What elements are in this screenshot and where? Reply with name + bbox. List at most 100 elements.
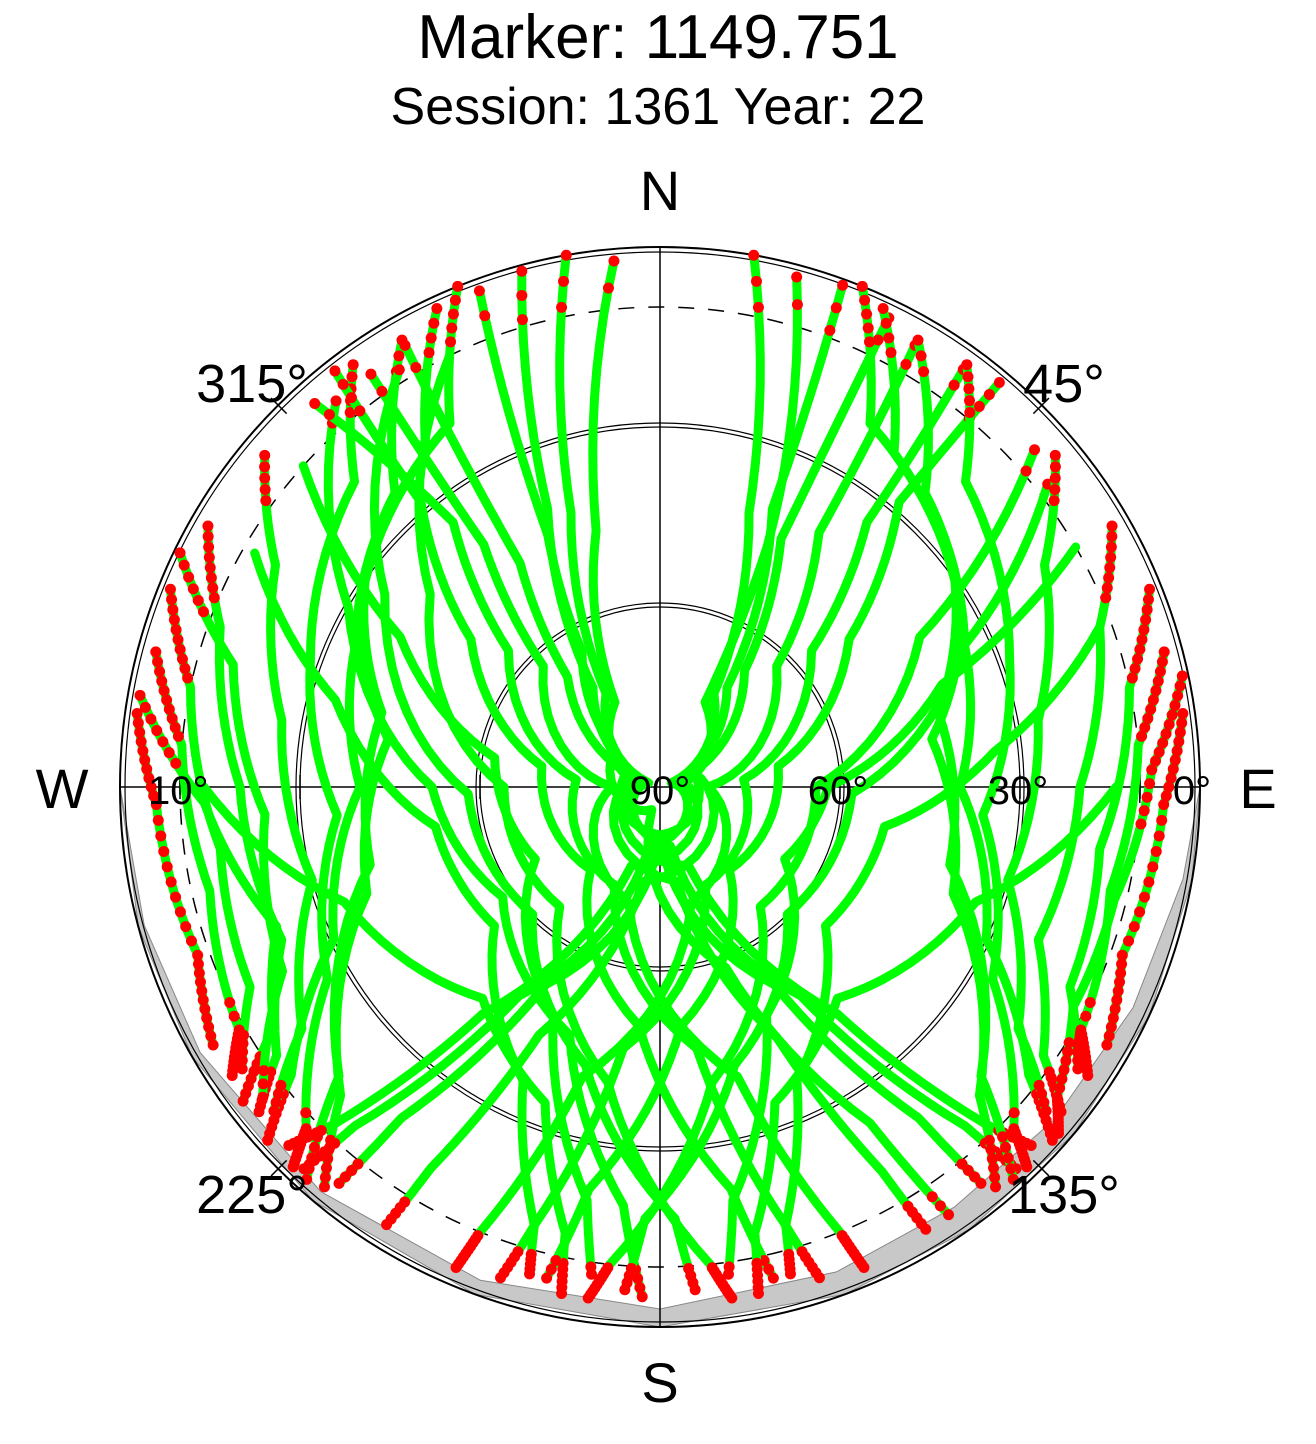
low-elevation-point: [722, 1268, 734, 1280]
low-elevation-point: [172, 730, 184, 742]
low-elevation-point: [207, 582, 219, 594]
elevation-label-60: 60°: [808, 769, 869, 813]
low-elevation-point: [202, 520, 214, 532]
low-elevation-point: [174, 906, 186, 918]
low-elevation-point: [752, 301, 764, 313]
low-elevation-point: [1153, 746, 1165, 758]
low-elevation-point: [150, 646, 162, 658]
low-elevation-point: [431, 302, 443, 314]
low-elevation-point: [1150, 845, 1162, 857]
low-elevation-point: [1029, 444, 1041, 456]
low-elevation-point: [170, 891, 182, 903]
satellite-track-11: [414, 351, 738, 1304]
low-elevation-point: [201, 1012, 213, 1024]
low-elevation-point: [767, 1272, 779, 1284]
low-elevation-point: [257, 1078, 269, 1090]
low-elevation-point: [602, 282, 614, 294]
low-elevation-point: [156, 675, 168, 687]
low-elevation-point: [1150, 755, 1162, 767]
low-elevation-point: [1104, 562, 1116, 574]
satellite-track-9: [323, 395, 648, 1303]
low-elevation-point: [791, 299, 803, 311]
low-elevation-point: [883, 332, 895, 344]
satellite-track-line: [203, 521, 287, 1117]
low-elevation-point: [139, 701, 151, 713]
low-elevation-point: [151, 725, 163, 737]
satellite-track-line: [299, 250, 765, 1174]
low-elevation-point: [961, 359, 973, 371]
low-elevation-point: [541, 1272, 553, 1284]
low-elevation-point: [1128, 921, 1140, 933]
low-elevation-point: [1176, 670, 1188, 682]
low-elevation-point: [428, 317, 440, 329]
low-elevation-point: [1138, 624, 1150, 636]
low-elevation-point: [1082, 1070, 1094, 1082]
low-elevation-point: [333, 1177, 345, 1189]
azimuth-tick-135: [1032, 1159, 1050, 1177]
satellite-track-line: [263, 335, 407, 1145]
satellite-track-46: [174, 547, 287, 1103]
low-elevation-point: [948, 379, 960, 391]
low-elevation-point: [344, 407, 356, 419]
low-elevation-point: [1173, 736, 1185, 748]
low-elevation-point: [1166, 709, 1178, 721]
low-elevation-point: [166, 594, 178, 606]
low-elevation-point: [1112, 985, 1124, 997]
low-elevation-point: [872, 334, 884, 346]
satellite-track-line: [496, 365, 968, 1283]
satellite-track-38: [961, 359, 1033, 1173]
satellite-track-line: [175, 548, 287, 1102]
low-elevation-point: [168, 614, 180, 626]
low-elevation-point: [824, 324, 836, 336]
low-elevation-point: [161, 861, 173, 873]
low-elevation-point: [381, 1219, 393, 1231]
compass-label-east: E: [1239, 757, 1276, 820]
low-elevation-point: [1008, 1107, 1020, 1119]
low-elevation-point: [1040, 1105, 1052, 1117]
satellite-track-line: [542, 378, 1004, 1283]
low-elevation-point: [556, 301, 568, 313]
low-elevation-point: [1116, 949, 1128, 961]
low-elevation-point: [1174, 726, 1186, 738]
low-elevation-point: [134, 726, 146, 738]
low-elevation-point: [1153, 830, 1165, 842]
satellite-track-43: [1101, 708, 1189, 1051]
low-elevation-point: [1101, 1039, 1113, 1051]
satellite-track-line: [913, 335, 1057, 1145]
low-elevation-point: [1049, 472, 1061, 484]
low-elevation-point: [1163, 781, 1175, 793]
low-elevation-point: [1158, 799, 1170, 811]
low-elevation-point: [204, 562, 216, 574]
low-elevation-point: [1138, 805, 1150, 817]
low-elevation-point: [197, 606, 209, 618]
low-elevation-point: [161, 694, 173, 706]
low-elevation-point: [862, 322, 874, 334]
low-elevation-point: [318, 1181, 330, 1193]
low-elevation-point: [556, 1288, 568, 1300]
low-elevation-point: [1157, 737, 1169, 749]
low-elevation-point: [748, 249, 760, 261]
low-elevation-point: [1140, 614, 1152, 626]
low-elevation-point: [300, 1107, 312, 1119]
low-elevation-point: [187, 583, 199, 595]
low-elevation-point: [1072, 1063, 1084, 1075]
low-elevation-point: [260, 495, 272, 507]
low-elevation-point: [1002, 1152, 1014, 1164]
low-elevation-point: [163, 747, 175, 759]
low-elevation-point: [856, 280, 868, 292]
low-elevation-point: [1116, 958, 1128, 970]
low-elevation-point: [203, 1021, 215, 1033]
low-elevation-point: [1109, 1003, 1121, 1015]
low-elevation-point: [309, 398, 321, 410]
low-elevation-point: [446, 322, 458, 334]
low-elevation-point: [558, 275, 570, 287]
low-elevation-point: [270, 1096, 282, 1108]
low-elevation-point: [450, 1262, 462, 1274]
low-elevation-point: [963, 395, 975, 407]
satellite-track-line: [284, 272, 802, 1150]
low-elevation-point: [283, 1139, 295, 1151]
low-elevation-point: [224, 996, 236, 1008]
low-elevation-point: [337, 378, 349, 390]
low-elevation-point: [347, 359, 359, 371]
low-elevation-point: [205, 572, 217, 584]
